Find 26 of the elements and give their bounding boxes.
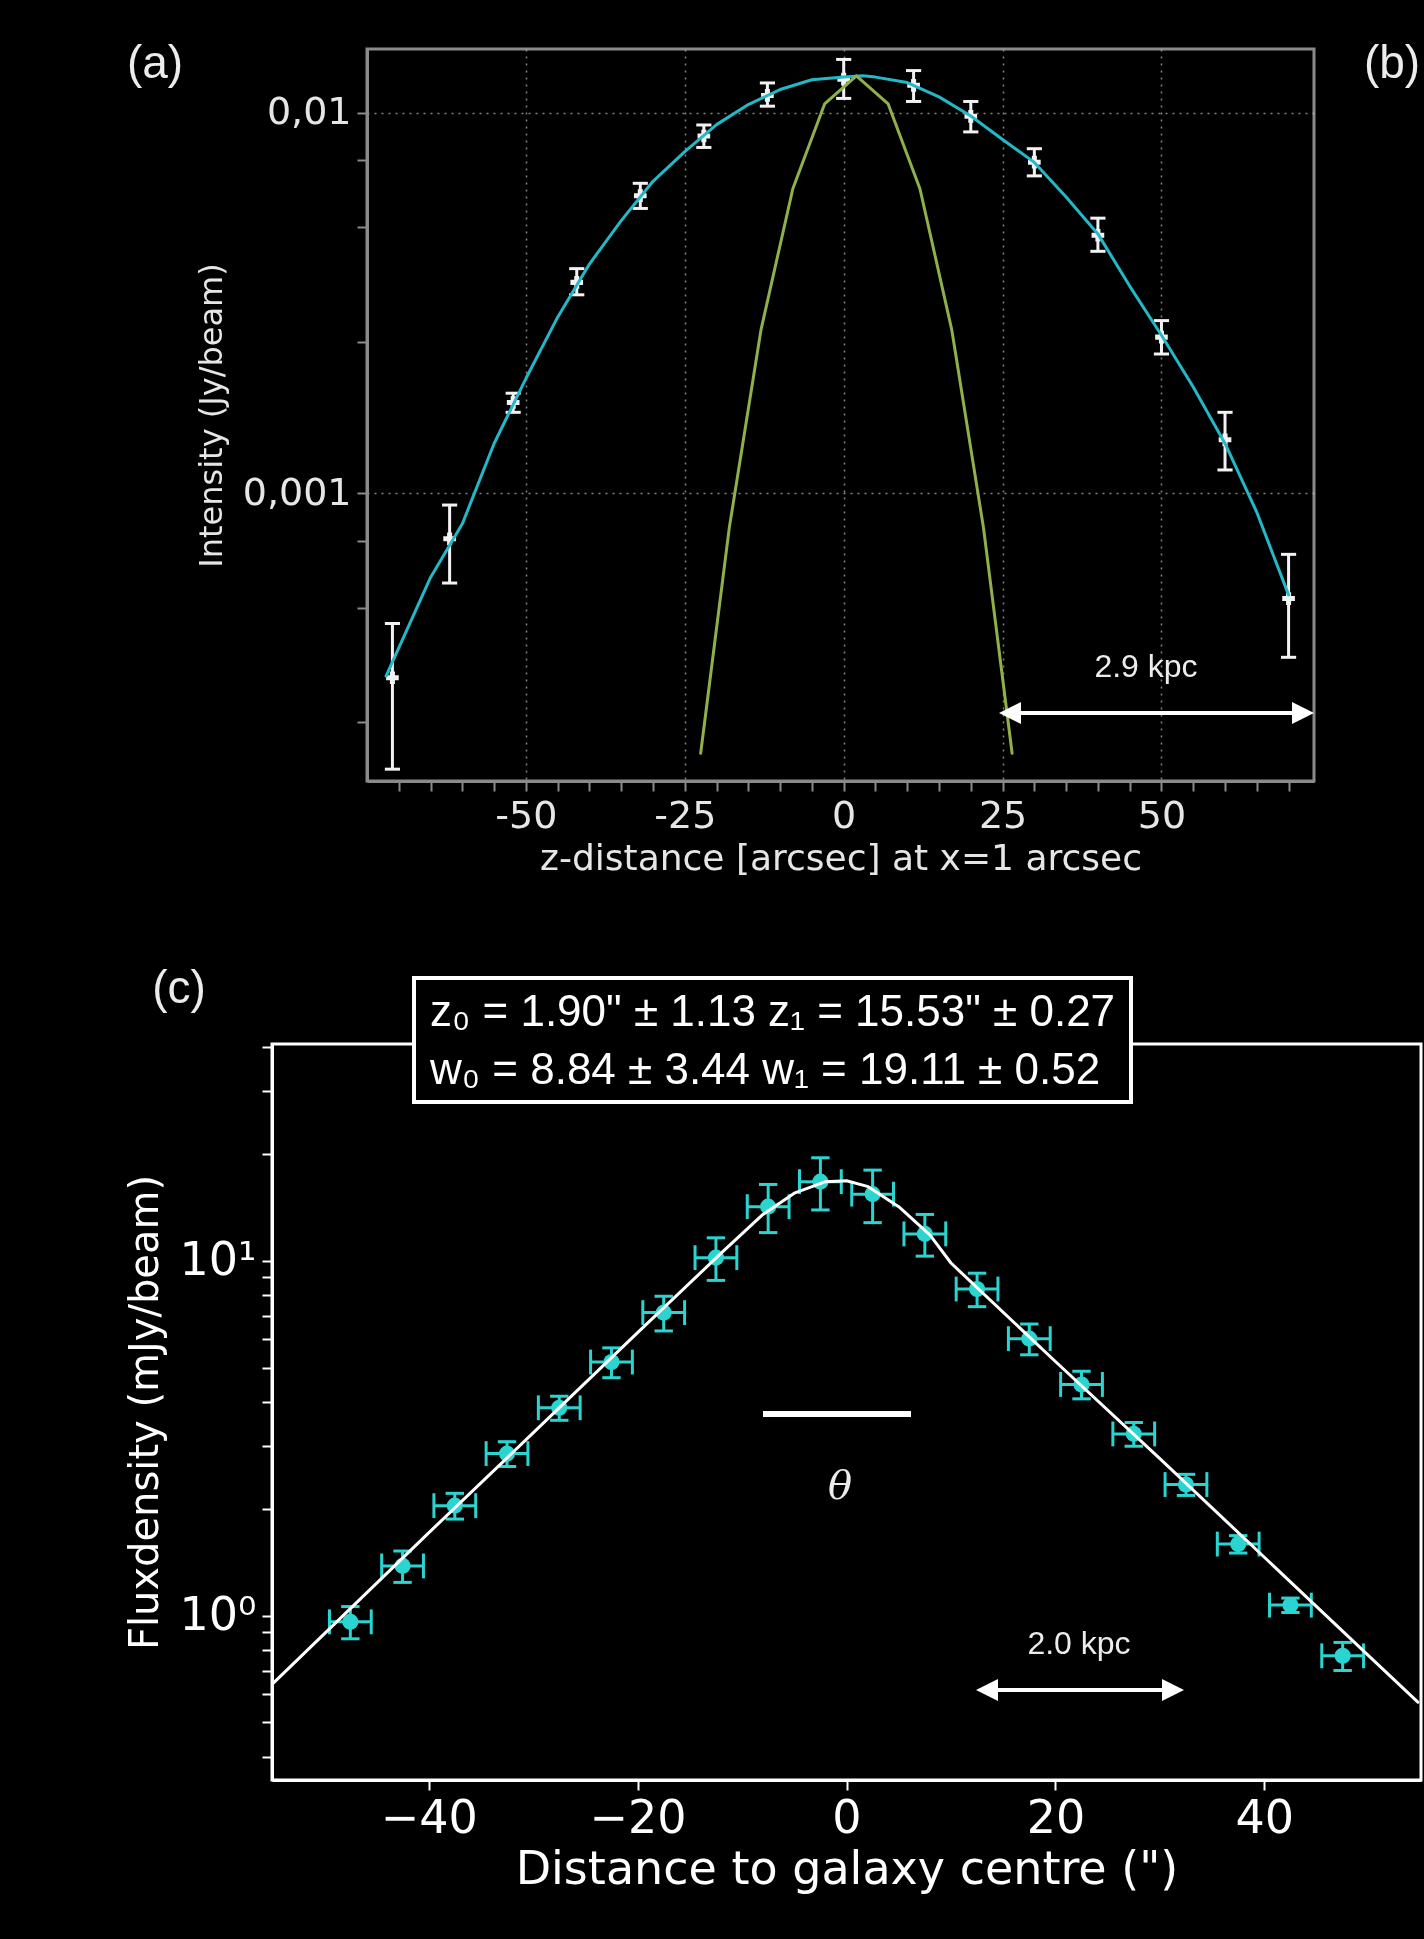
point [1334, 1647, 1351, 1664]
text: (b) [1363, 36, 1421, 88]
annotation: θ [827, 1462, 853, 1508]
annotation: 2.9 kpc [1094, 648, 1198, 684]
annotation: w₀ = 8.84 ± 3.44 w₁ = 19.11 ± 0.52 [430, 1043, 1102, 1095]
text: (c) [152, 961, 206, 1013]
y-tick-label: 10⁰ [179, 1587, 257, 1642]
text: (a) [126, 36, 184, 88]
parameter-box: z₀ = 1.90" ± 1.13 z₁ = 15.53" ± 0.27 w₀ = 8.84 ± 3.44 w₁ = 19.11 ± 0.52 [412, 976, 1134, 1104]
y-tick-label: 10¹ [179, 1232, 257, 1287]
x-tick-label: 0 [832, 792, 857, 837]
y-axis-title: Intensity (Jy/beam) [191, 263, 230, 568]
x-tick-label: −40 [380, 1789, 478, 1844]
y-axis-title: Fluxdensity (mJy/beam) [120, 1174, 167, 1651]
point [342, 1613, 359, 1630]
line-series [699, 74, 1014, 755]
x-tick-label: -25 [654, 792, 717, 837]
annotation: 2.0 kpc [1027, 1625, 1131, 1661]
x-tick-label: -50 [495, 792, 558, 837]
x-tick-label: 25 [978, 792, 1028, 837]
y-tick-label: 0,01 [266, 89, 352, 134]
point [386, 671, 399, 685]
y-tick-label: 0,001 [242, 469, 352, 514]
x-axis-title: z-distance [arcsec] at x=1 arcsec [540, 836, 1142, 878]
x-tick-label: 40 [1235, 1789, 1295, 1844]
x-tick-label: 50 [1137, 792, 1187, 837]
